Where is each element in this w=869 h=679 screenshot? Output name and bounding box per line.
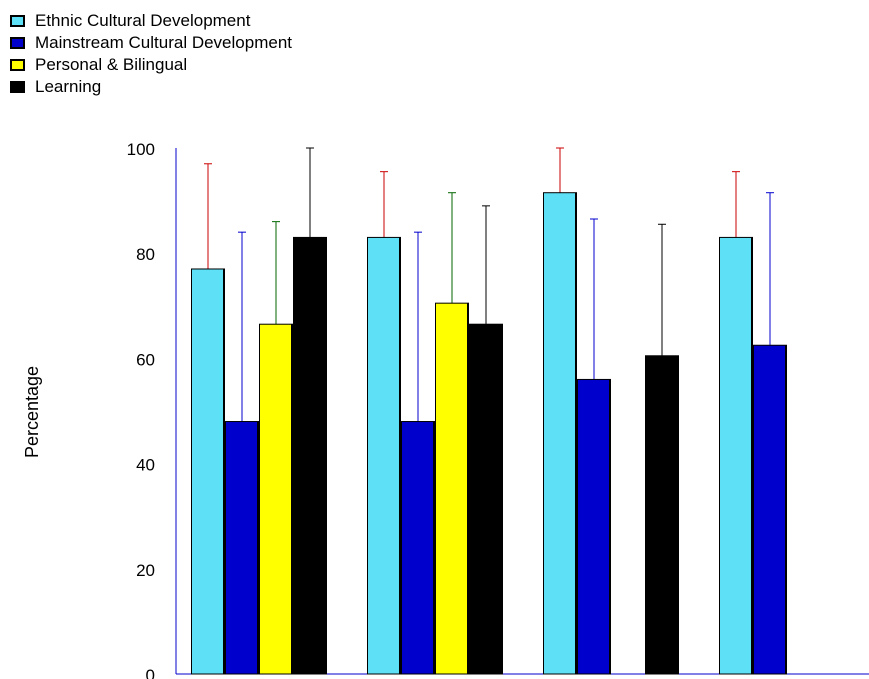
legend-item-personal-bilingual: Personal & Bilingual [10, 54, 292, 76]
legend-swatch-mainstream-cultural-development [10, 37, 25, 49]
y-axis-label: Percentage [22, 366, 42, 458]
plot-area: 0 20 40 60 80 100 [127, 140, 869, 679]
bar [435, 302, 469, 675]
legend-swatch-ethnic-cultural-development [10, 15, 25, 27]
bar [191, 268, 225, 675]
legend-item-ethnic-cultural-development: Ethnic Cultural Development [10, 10, 292, 32]
legend-label-ethnic-cultural-development: Ethnic Cultural Development [35, 11, 251, 30]
legend-item-mainstream-cultural-development: Mainstream Cultural Development [10, 32, 292, 54]
legend: Ethnic Cultural Development Mainstream C… [10, 10, 292, 98]
legend-label-learning: Learning [35, 77, 102, 96]
bar [753, 344, 787, 675]
y-tick-label: 60 [136, 350, 155, 369]
bar [259, 323, 293, 675]
bar [469, 323, 503, 675]
y-tick-label: 20 [136, 561, 155, 580]
legend-swatch-learning [10, 81, 25, 93]
y-tick-label: 100 [127, 140, 155, 159]
bar [645, 355, 679, 675]
legend-label-personal-bilingual: Personal & Bilingual [35, 55, 188, 74]
legend-item-learning: Learning [10, 76, 292, 98]
legend-label-mainstream-cultural-development: Mainstream Cultural Development [35, 33, 292, 52]
bar [225, 421, 259, 675]
y-tick-label: 80 [136, 245, 155, 264]
bar [719, 236, 753, 675]
bar [367, 236, 401, 675]
bar [543, 192, 577, 675]
y-tick-label: 0 [146, 666, 155, 679]
legend-swatch-personal-bilingual [10, 59, 25, 71]
bar [577, 378, 611, 675]
y-tick-label: 40 [136, 456, 155, 475]
bar [293, 236, 327, 675]
bar [401, 421, 435, 675]
